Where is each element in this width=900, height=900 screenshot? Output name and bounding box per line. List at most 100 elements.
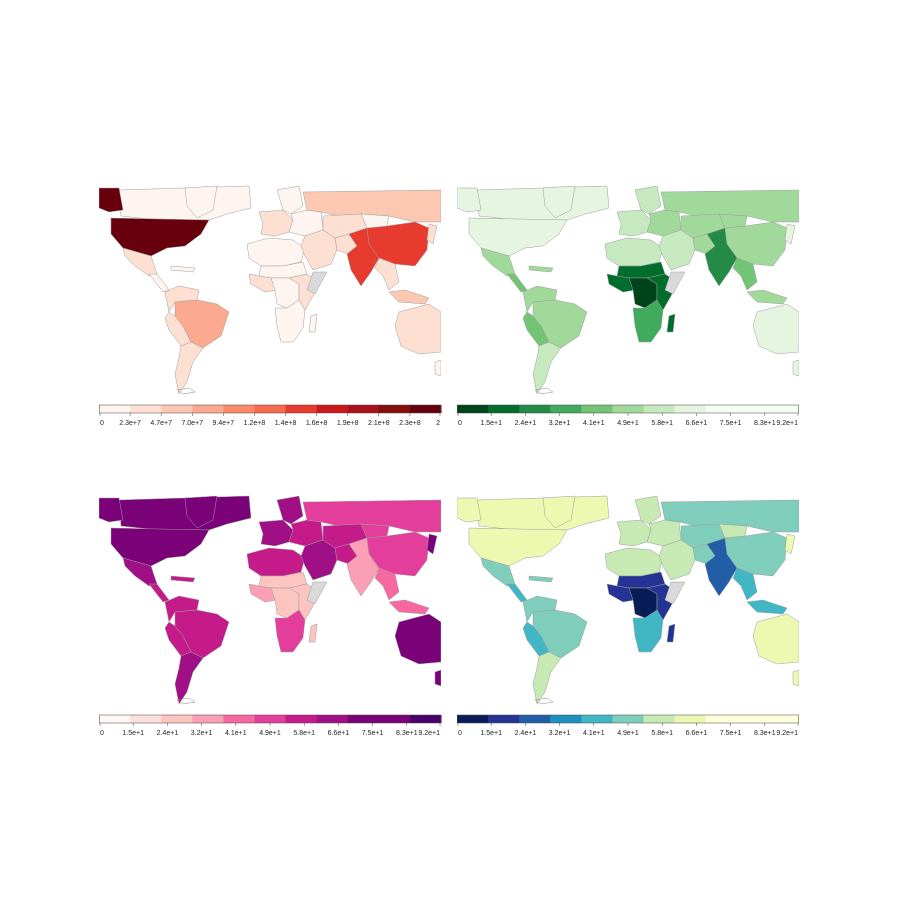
legend-swatch (378, 405, 411, 413)
legend-swatch (192, 405, 224, 413)
region-central-america (506, 583, 528, 603)
region-canada (476, 495, 610, 531)
color-legend: 0 1.5e+1 2.4e+1 3.2e+1 4.1e+1 4.9e+1 5.8e+1 6.6… (99, 713, 442, 743)
legend-tick-label: 3.2e+1 (549, 730, 571, 737)
map-panel-percent-a: 0 1.5e+1 2.4e+1 3.2e+1 4.1e+1 4.9e+1 5.8e+1 6.6… (457, 184, 800, 434)
legend-tick-label: 8.3e+1 (396, 730, 418, 737)
legend-swatch (736, 405, 769, 413)
legend-tick-label: 1.5e+1 (480, 730, 502, 737)
region-southern-africa (274, 299, 306, 343)
legend-swatch (767, 405, 800, 413)
region-indonesia (746, 599, 788, 615)
region-mongolia (718, 523, 748, 539)
color-legend: 0 2.3e+7 4.7e+7 7.0e+7 9.4e+7 1.2e+8 1.4e+8 1.6… (99, 403, 442, 433)
region-australia (752, 303, 799, 355)
antarctica-outline (176, 387, 196, 395)
region-north-africa (246, 237, 306, 267)
legend-tick-label: 4.9e+1 (617, 730, 639, 737)
legend-tick-label: 7.5e+1 (720, 730, 742, 737)
legend-swatch (457, 405, 489, 413)
legend-swatch (767, 715, 800, 723)
color-legend: 0 1.5e+1 2.4e+1 3.2e+1 4.1e+1 4.9e+1 5.8e+1 6.6… (457, 713, 800, 743)
region-mongolia (360, 213, 390, 229)
legend-tick-label: 9.2e+1 (776, 420, 798, 427)
region-greenland (184, 495, 218, 529)
legend-tick-label: 0 (100, 730, 104, 737)
region-madagascar (308, 623, 318, 643)
region-japan (426, 223, 438, 245)
region-usa (110, 527, 210, 567)
legend-swatch (705, 405, 738, 413)
legend-svg: 0 1.5e+1 2.4e+1 3.2e+1 4.1e+1 4.9e+1 5.8e+1 6.6… (457, 714, 800, 737)
legend-swatch (488, 405, 520, 413)
region-southern-africa (274, 609, 306, 653)
legend-swatch (612, 715, 645, 723)
legend-swatch (519, 405, 551, 413)
legend-swatch (612, 405, 645, 413)
region-madagascar (666, 313, 676, 333)
region-alaska (99, 497, 124, 523)
legend-swatch (99, 405, 131, 413)
legend-swatch (457, 715, 489, 723)
legend-tick-label: 3.2e+1 (191, 730, 213, 737)
legend-swatch (550, 405, 582, 413)
legend-tick-label: 0 (100, 420, 104, 427)
legend-swatch (223, 715, 255, 723)
region-middle-east (658, 539, 696, 581)
region-indonesia (388, 599, 430, 615)
region-north-africa (604, 237, 664, 267)
region-new-zealand (434, 669, 441, 687)
legend-swatch (161, 405, 193, 413)
legend-tick-label: 4.1e+1 (225, 730, 247, 737)
region-canada (476, 185, 610, 221)
world-map (457, 184, 799, 399)
region-scandinavia (276, 495, 304, 525)
legend-tick-label: 2 (436, 420, 440, 427)
legend-tick-label: 7.5e+1 (720, 420, 742, 427)
region-canada (118, 185, 252, 221)
region-middle-east (658, 229, 696, 271)
antarctica-outline (534, 387, 554, 395)
region-mexico (480, 557, 516, 587)
legend-tick-label: 0 (458, 730, 462, 737)
legend-tick-label: 1.5e+1 (122, 730, 144, 737)
legend-tick-label: 6.6e+1 (686, 420, 708, 427)
legend-tick-label: 9.4e+7 (213, 420, 235, 427)
legend-tick-label: 6.6e+1 (328, 730, 350, 737)
region-southern-africa (632, 299, 664, 343)
legend-swatch (130, 405, 162, 413)
region-somalia (664, 271, 686, 295)
legend-tick-label: 2.3e+8 (399, 420, 421, 427)
region-alaska (457, 187, 482, 213)
legend-tick-label: 2.1e+8 (368, 420, 390, 427)
region-new-zealand (434, 359, 441, 377)
region-canada (118, 495, 252, 531)
legend-tick-label: 8.3e+1 (754, 730, 776, 737)
region-china (724, 531, 788, 577)
region-new-zealand (792, 669, 799, 687)
region-greenland (542, 495, 576, 529)
region-southeast-asia (374, 567, 400, 601)
legend-tick-label: 4.9e+1 (617, 420, 639, 427)
antarctica-outline (176, 697, 196, 705)
legend-swatch (674, 405, 707, 413)
legend-swatch (643, 715, 676, 723)
legend-swatch (99, 715, 131, 723)
region-china (724, 221, 788, 267)
world-map-svg (99, 494, 441, 709)
world-map (99, 184, 441, 399)
region-somalia (306, 581, 328, 605)
region-central-america (148, 583, 170, 603)
region-china (366, 221, 430, 267)
region-north-africa (246, 547, 306, 577)
legend-swatch (519, 715, 551, 723)
region-southeast-asia (732, 257, 758, 291)
legend-swatch (161, 715, 193, 723)
region-alaska (99, 187, 124, 213)
region-central-america (148, 273, 170, 293)
region-mongolia (718, 213, 748, 229)
region-japan (784, 223, 796, 245)
world-map (457, 494, 799, 709)
legend-tick-label: 9.2e+1 (776, 730, 798, 737)
region-middle-east (300, 539, 338, 581)
